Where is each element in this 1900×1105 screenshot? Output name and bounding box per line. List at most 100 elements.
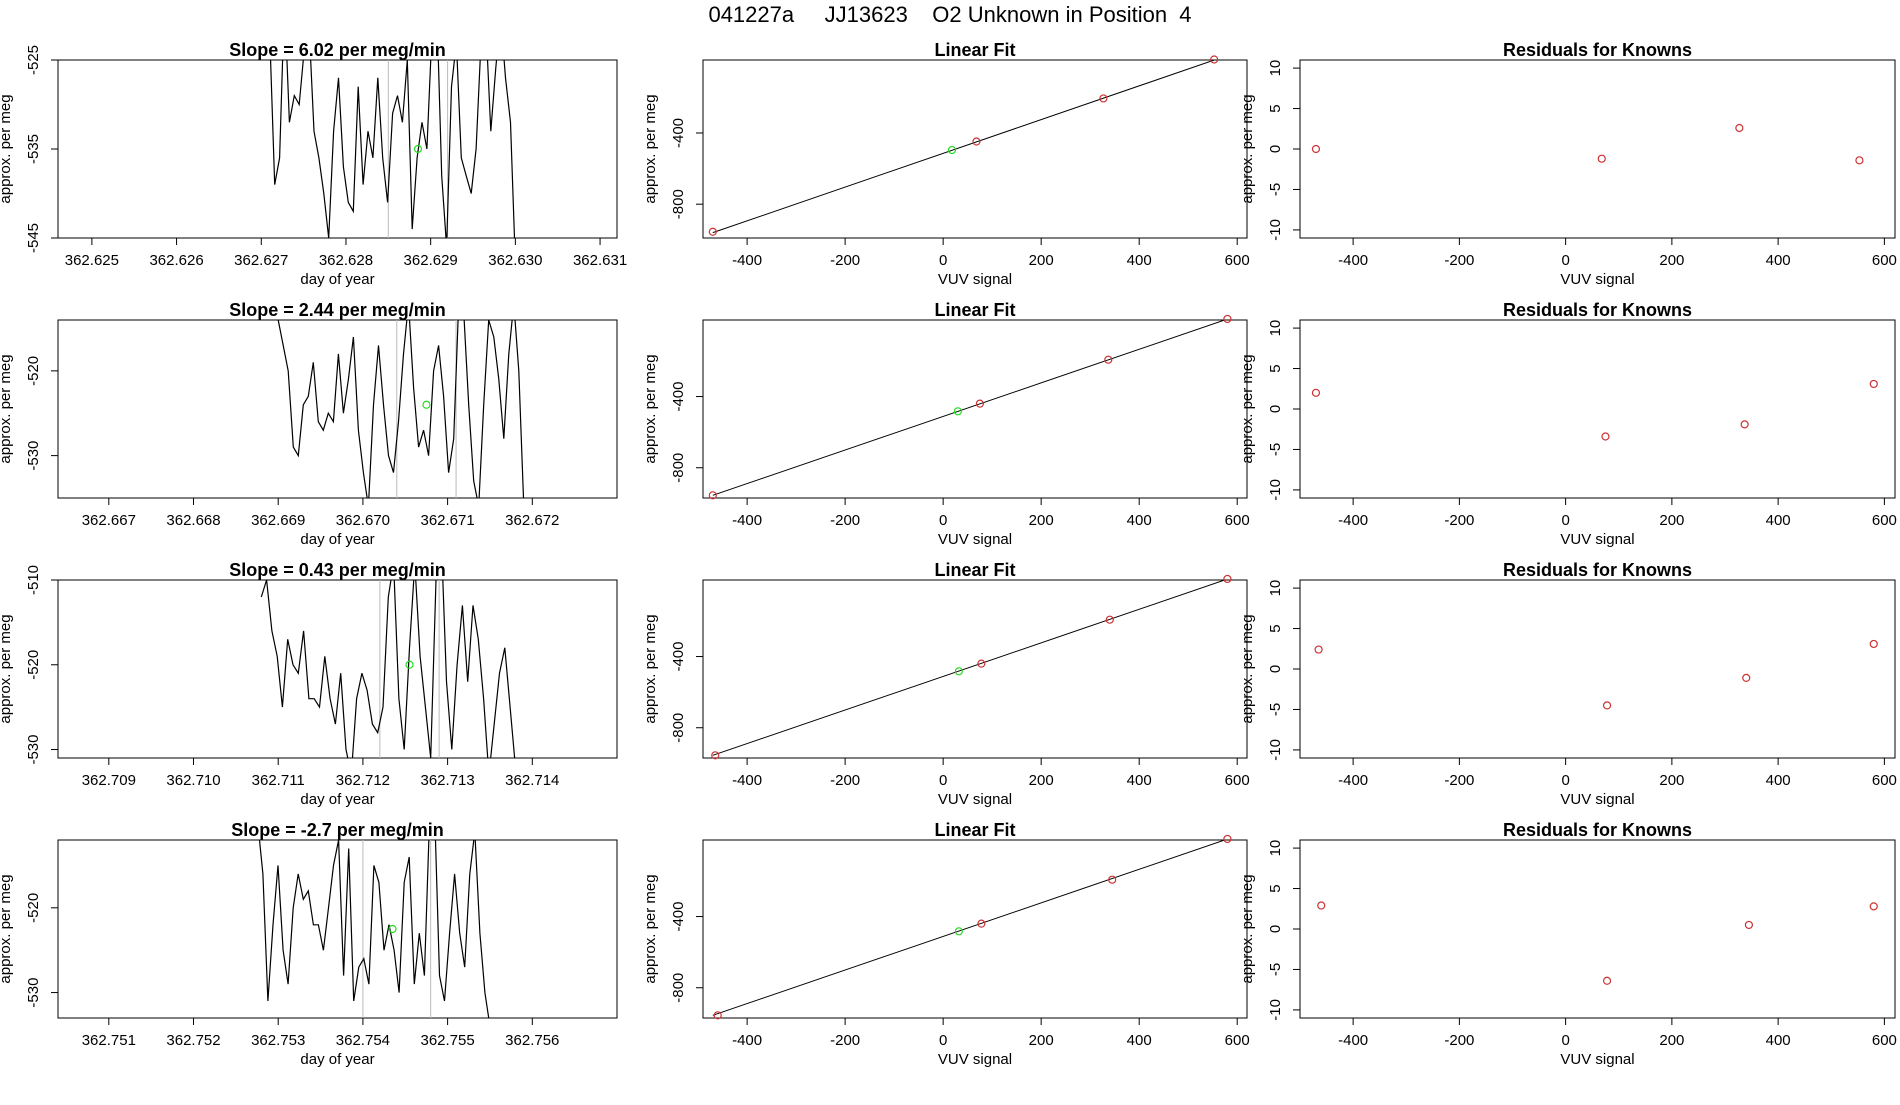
- r4-timeseries-xtick-label: 362.755: [420, 1032, 474, 1049]
- r2-residuals-ytick-label: 0: [1267, 405, 1284, 413]
- r1-linear_fit-ytick-label: -800: [670, 189, 687, 219]
- r1-linear_fit-ytick-label: -400: [670, 118, 687, 148]
- r1-linear_fit-known-point: [708, 227, 717, 236]
- r4-linear_fit-xtick-label: 200: [1029, 1032, 1054, 1049]
- r3-linear_fit-xtick-label: 400: [1127, 772, 1152, 789]
- r3-linear_fit-xtick-label: -400: [732, 772, 762, 789]
- r4-residuals-frame: [1299, 839, 1896, 1019]
- r2-residuals-ytick-label: 10: [1267, 320, 1284, 337]
- r3-timeseries-ytick-label: -530: [25, 735, 42, 765]
- r4-linear_fit-xtick-label: 400: [1127, 1032, 1152, 1049]
- r2-timeseries-frame: [57, 319, 618, 499]
- r3-linear_fit-frame: [702, 579, 1248, 759]
- r4-residuals-residual-point: [1869, 902, 1878, 911]
- r4-residuals-xtick-label: 0: [1561, 1032, 1569, 1049]
- r3-timeseries-xtick-label: 362.709: [82, 772, 136, 789]
- r4-timeseries-xtick-label: 362.754: [336, 1032, 390, 1049]
- r1-residuals-residual-point: [1597, 154, 1606, 163]
- r1-linear_fit-xtick-label: -200: [830, 252, 860, 269]
- r1-timeseries-ytick-label: -545: [25, 223, 42, 253]
- r4-linear_fit-ylabel: approx. per meg: [642, 874, 659, 983]
- r3-residuals-ytick-label: -10: [1267, 739, 1284, 761]
- r4-residuals-xtick-label: 200: [1659, 1032, 1684, 1049]
- r2-residuals-xtick-label: -200: [1444, 512, 1474, 529]
- r3-residuals-xtick-label: 400: [1766, 772, 1791, 789]
- r4-timeseries-frame: [57, 839, 618, 1019]
- r3-timeseries-ytick-label: -510: [25, 565, 42, 595]
- r3-linear_fit-xlabel: VUV signal: [938, 791, 1012, 808]
- r1-residuals-xtick-label: 200: [1659, 252, 1684, 269]
- r1-residuals-residual-point: [1311, 144, 1321, 154]
- r3-residuals-ylabel: approx. per meg: [1239, 614, 1256, 723]
- r4-residuals-ytick-label: 5: [1267, 884, 1284, 892]
- r3-linear_fit-fit-line: [712, 580, 1227, 756]
- r1-residuals-ytick-label: -5: [1267, 183, 1284, 196]
- r4-residuals-xtick-label: -200: [1444, 1032, 1474, 1049]
- r4-residuals-ytick-label: 0: [1267, 925, 1284, 933]
- r3-residuals-ytick-label: 5: [1267, 624, 1284, 632]
- r2-timeseries-ylabel: approx. per meg: [0, 354, 14, 463]
- r2-linear_fit-known-point: [975, 399, 985, 408]
- r1-linear_fit-fit-line: [712, 60, 1216, 234]
- r3-residuals-ytick-label: -5: [1267, 703, 1284, 716]
- r4-residuals-xtick-label: 600: [1872, 1032, 1897, 1049]
- r2-timeseries-xtick-label: 362.667: [82, 512, 136, 529]
- r1-residuals-xtick-label: 400: [1766, 252, 1791, 269]
- r1-timeseries-ytick-label: -525: [25, 45, 42, 75]
- r4-residuals-ytick-label: -5: [1267, 963, 1284, 976]
- r1-timeseries-xtick-label: 362.629: [404, 252, 458, 269]
- r3-residuals-residual-point: [1314, 645, 1323, 654]
- r4-timeseries-ylabel: approx. per meg: [0, 874, 14, 983]
- r2-residuals-xtick-label: 200: [1659, 512, 1684, 529]
- r1-residuals-ytick-label: -10: [1267, 219, 1284, 241]
- r3-timeseries-xtick-label: 362.711: [252, 772, 305, 789]
- r3-linear_fit-ylabel: approx. per meg: [642, 614, 659, 723]
- r3-timeseries-title: Slope = 0.43 per meg/min: [229, 560, 446, 580]
- r2-linear_fit-ylabel: approx. per meg: [642, 354, 659, 463]
- r4-timeseries-ytick-label: -520: [25, 893, 42, 923]
- r1-residuals-xtick-label: 600: [1872, 252, 1897, 269]
- r4-timeseries-xlabel: day of year: [300, 1051, 374, 1068]
- r3-linear_fit-title: Linear Fit: [934, 560, 1015, 580]
- r2-timeseries-unknown-point: [422, 400, 431, 409]
- r1-residuals-title: Residuals for Knowns: [1503, 40, 1692, 60]
- r1-timeseries-xtick-label: 362.628: [319, 252, 373, 269]
- r1-linear_fit-known-point: [972, 137, 981, 146]
- r3-residuals-residual-point: [1602, 701, 1612, 710]
- r2-timeseries-series-line: [277, 320, 525, 498]
- r1-residuals-ytick-label: 0: [1267, 145, 1284, 153]
- r2-residuals-title: Residuals for Knowns: [1503, 300, 1692, 320]
- r1-residuals-ytick-label: 10: [1267, 60, 1284, 77]
- r4-timeseries-xtick-label: 362.756: [505, 1032, 559, 1049]
- r1-residuals-xtick-label: 0: [1561, 252, 1569, 269]
- r2-linear_fit-title: Linear Fit: [934, 300, 1015, 320]
- r4-residuals-residual-point: [1317, 901, 1326, 910]
- r3-linear_fit-xtick-label: 600: [1225, 772, 1250, 789]
- r2-linear_fit-unknown-point: [953, 407, 962, 416]
- r2-residuals-xtick-label: -400: [1338, 512, 1368, 529]
- r3-residuals-xlabel: VUV signal: [1560, 791, 1634, 808]
- r3-residuals-frame: [1299, 579, 1896, 759]
- r3-timeseries-xtick-label: 362.713: [420, 772, 474, 789]
- r2-timeseries-xtick-label: 362.668: [166, 512, 220, 529]
- r2-linear_fit-known-point: [708, 491, 717, 500]
- r4-timeseries-ytick-label: -530: [25, 978, 42, 1008]
- r1-residuals-xtick-label: -200: [1444, 252, 1474, 269]
- r2-linear_fit-xtick-label: -400: [732, 512, 762, 529]
- r2-residuals-residual-point: [1311, 388, 1321, 397]
- r1-timeseries-series-line: [269, 60, 516, 238]
- r3-linear_fit-xtick-label: 0: [939, 772, 947, 789]
- r3-timeseries-ytick-label: -520: [25, 650, 42, 680]
- r2-residuals-residual-point: [1601, 432, 1610, 441]
- r1-timeseries-xtick-label: 362.627: [234, 252, 288, 269]
- r4-residuals-xlabel: VUV signal: [1560, 1051, 1634, 1068]
- r2-linear_fit-frame: [702, 319, 1248, 499]
- r3-residuals-xtick-label: 0: [1561, 772, 1569, 789]
- r1-linear_fit-known-point: [1099, 94, 1108, 103]
- r1-linear_fit-frame: [702, 59, 1248, 239]
- r3-timeseries-series-line: [260, 580, 516, 758]
- r1-linear_fit-xtick-label: 600: [1225, 252, 1250, 269]
- r4-timeseries-series-line: [252, 840, 490, 1018]
- r4-linear_fit-xtick-label: 600: [1225, 1032, 1250, 1049]
